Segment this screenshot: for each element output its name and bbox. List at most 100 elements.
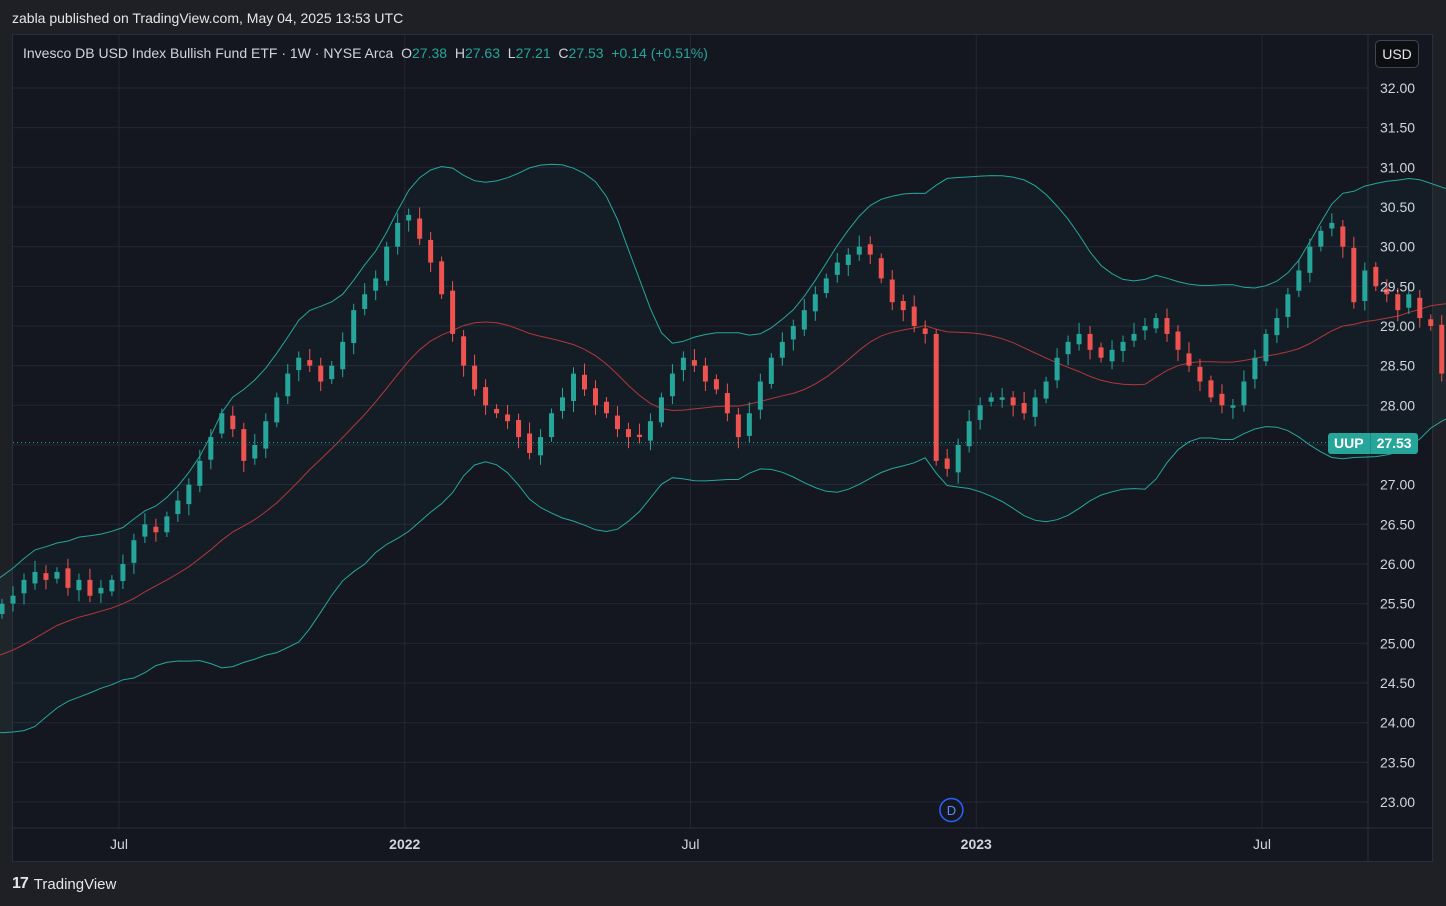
currency-button[interactable]: USD: [1375, 40, 1419, 68]
price-axis-label: 23.50: [1380, 754, 1415, 770]
candle-body: [834, 262, 840, 275]
bollinger-lower: [0, 418, 1446, 734]
candle-body: [175, 500, 181, 515]
candle-body: [867, 244, 873, 255]
candle-body: [812, 294, 818, 312]
candle-body: [1010, 397, 1016, 406]
candle-body: [1263, 333, 1269, 362]
candle-body: [1340, 226, 1346, 247]
candle-body: [735, 414, 741, 438]
candle-body: [373, 278, 379, 291]
candle-body: [450, 290, 456, 334]
tradingview-logo[interactable]: 17 TradingView: [12, 874, 116, 894]
candle-body: [76, 579, 82, 591]
candle-body: [1208, 380, 1214, 398]
candle-body: [1109, 349, 1115, 362]
legend-high-label: H: [454, 45, 465, 61]
candle-body: [1307, 246, 1313, 273]
tradingview-logo-icon: 17: [12, 875, 29, 892]
candle-body: [153, 526, 159, 533]
last-price-tag: UUP 27.53: [1328, 433, 1418, 454]
candle-body: [197, 460, 203, 486]
candle-body: [516, 420, 522, 438]
candle-body: [614, 415, 620, 430]
candle-body: [900, 301, 906, 311]
candle-body: [109, 579, 115, 592]
candle-body: [1098, 347, 1104, 358]
candle-body: [823, 278, 829, 294]
candle-body: [1087, 333, 1093, 350]
candle-body: [1241, 381, 1247, 406]
candle-body: [582, 374, 587, 390]
candle-body: [933, 333, 939, 461]
bollinger-upper: [0, 163, 1446, 579]
candle-body: [340, 341, 346, 370]
legend-open-label: O: [401, 45, 413, 61]
candle-body: [98, 587, 104, 594]
candle-body: [1362, 270, 1368, 302]
candle-body: [1285, 294, 1291, 317]
candle-body: [1384, 288, 1390, 295]
candle-body: [10, 595, 16, 604]
candle-body: [274, 397, 280, 423]
candle-body: [252, 445, 258, 459]
time-axis-label: 2022: [389, 836, 420, 852]
legend-close-label: C: [558, 45, 569, 61]
legend-change: +0.14 (+0.51%): [611, 45, 708, 61]
candle-body: [1153, 318, 1159, 329]
candle-body: [801, 310, 807, 330]
chart-frame[interactable]: [12, 34, 1433, 862]
candle-body: [131, 540, 137, 563]
candle-body: [1329, 222, 1335, 229]
legend-title: Invesco DB USD Index Bullish Fund ETF · …: [23, 45, 394, 61]
candle-body: [43, 573, 49, 580]
candle-body: [669, 373, 675, 397]
candle-body: [461, 336, 467, 366]
candle-body: [483, 387, 489, 406]
candle-body: [911, 306, 917, 326]
candle-body: [1131, 333, 1137, 341]
candle-body: [878, 258, 884, 279]
candle-body: [1021, 402, 1027, 414]
price-axis-label: 29.00: [1380, 318, 1415, 334]
candle-body: [32, 571, 38, 584]
price-tag-symbol: UUP: [1328, 433, 1370, 454]
candle-body: [856, 246, 862, 255]
candle-body: [790, 326, 796, 340]
legend-high-value: 27.63: [464, 45, 501, 61]
candle-body: [318, 365, 324, 382]
candle-body: [351, 310, 357, 344]
time-axis-label: Jul: [1253, 836, 1271, 852]
candle-body: [1395, 294, 1401, 311]
candle-body: [384, 246, 390, 281]
candle-body: [999, 397, 1005, 400]
candle-body: [186, 484, 192, 505]
price-axis-label: 26.50: [1380, 516, 1415, 532]
candle-body: [1032, 397, 1038, 417]
price-axis-label: 30.50: [1380, 199, 1415, 215]
candle-body: [702, 365, 708, 382]
candle-body: [142, 524, 148, 537]
candle-body: [241, 429, 247, 461]
candle-body: [1428, 319, 1434, 326]
candle-body: [625, 429, 631, 438]
candle-body: [944, 458, 950, 469]
top-bar: zabla published on TradingView.com, May …: [0, 0, 1446, 34]
candle-body: [571, 373, 577, 401]
legend-low-value: 27.21: [515, 45, 551, 61]
candle-body: [1417, 297, 1423, 319]
candle-body: [845, 254, 851, 265]
candle-body: [164, 516, 170, 533]
dividend-marker-icon[interactable]: [939, 797, 964, 823]
footer: [0, 862, 1446, 906]
time-axis-label: 2023: [961, 836, 992, 852]
candle-body: [439, 261, 445, 295]
candle-body: [208, 437, 214, 460]
candle-body: [977, 405, 983, 421]
candle-body: [87, 579, 93, 596]
price-axis-label: 25.00: [1380, 635, 1415, 651]
candle-body: [1164, 318, 1170, 334]
candle-body: [428, 239, 434, 263]
price-axis-label: 30.00: [1380, 239, 1415, 255]
